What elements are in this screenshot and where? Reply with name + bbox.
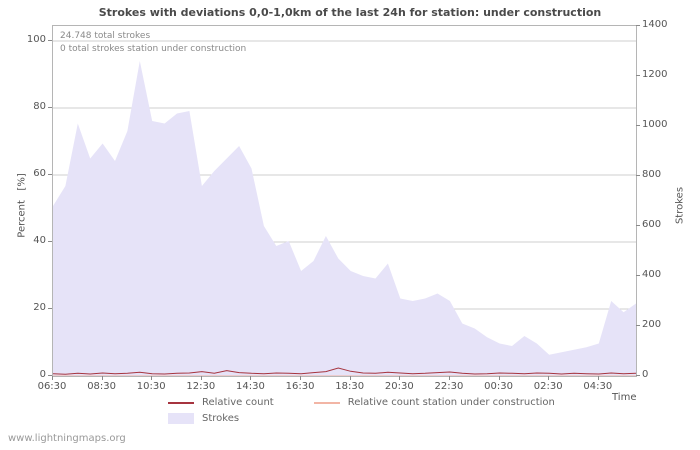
tick-label: 16:30 (285, 381, 315, 392)
strokes-area-series (53, 61, 636, 376)
legend: Relative count Relative count station un… (168, 397, 595, 429)
tick-label: 04:30 (583, 381, 613, 392)
tick-mark (636, 275, 640, 276)
tick-mark (636, 225, 640, 226)
legend-row-lines: Relative count Relative count station un… (168, 397, 595, 408)
tick-mark (349, 376, 351, 380)
tick-mark (48, 375, 52, 376)
tick-label: 1000 (642, 119, 668, 130)
legend-label-strokes: Strokes (202, 413, 240, 424)
tick-mark (250, 376, 252, 380)
tick-label: 80 (33, 101, 46, 112)
tick-label: 10:30 (136, 381, 166, 392)
tick-label: 20 (33, 302, 46, 313)
tick-mark (636, 25, 640, 26)
tick-mark (48, 107, 52, 108)
y-axis-label-right: Strokes (674, 186, 686, 225)
legend-label-relative-count: Relative count (202, 397, 274, 408)
tick-mark (101, 376, 103, 380)
plot-area (52, 25, 637, 377)
legend-label-relative-station: Relative count station under constructio… (347, 397, 555, 408)
tick-mark (636, 125, 640, 126)
tick-mark (48, 308, 52, 309)
tick-label: 1400 (642, 19, 668, 30)
tick-mark (448, 376, 450, 380)
annotation-station-strokes: 0 total strokes station under constructi… (60, 44, 247, 54)
tick-mark (498, 376, 500, 380)
tick-mark (200, 376, 202, 380)
tick-label: 12:30 (186, 381, 216, 392)
tick-label: 40 (33, 235, 46, 246)
tick-mark (636, 375, 640, 376)
tick-mark (48, 174, 52, 175)
tick-label: 60 (33, 168, 46, 179)
legend-item-relative-station: Relative count station under constructio… (313, 397, 555, 408)
tick-label: 0 (39, 369, 46, 380)
tick-label: 00:30 (484, 381, 513, 392)
tick-mark (300, 376, 302, 380)
relative-count-line-series (53, 367, 636, 375)
tick-mark (597, 376, 599, 380)
relative-count-swatch (168, 401, 194, 404)
tick-label: 0 (642, 369, 649, 380)
tick-label: 200 (642, 319, 662, 330)
tick-label: 800 (642, 169, 662, 180)
tick-label: 06:30 (37, 381, 67, 392)
legend-item-relative-count: Relative count (168, 397, 274, 408)
tick-label: 20:30 (384, 381, 414, 392)
tick-mark (636, 75, 640, 76)
annotation-total-strokes: 24.748 total strokes (60, 31, 151, 41)
tick-mark (52, 376, 53, 380)
tick-mark (48, 40, 52, 41)
tick-label: 08:30 (87, 381, 117, 392)
tick-mark (399, 376, 401, 380)
legend-item-strokes: Strokes (168, 413, 239, 424)
relative-station-swatch (313, 401, 340, 404)
chart-title: Strokes with deviations 0,0-1,0km of the… (98, 6, 602, 19)
tick-mark (151, 376, 153, 380)
tick-label: 1200 (642, 69, 668, 80)
site-url: www.lightningmaps.org (8, 433, 126, 444)
tick-label: 02:30 (533, 381, 563, 392)
tick-mark (636, 175, 640, 176)
tick-label: 600 (642, 219, 662, 230)
tick-mark (636, 325, 640, 326)
strokes-swatch (168, 413, 194, 424)
tick-label: 100 (26, 34, 46, 45)
tick-mark (48, 241, 52, 242)
tick-label: 400 (642, 269, 662, 280)
chart-svg (53, 40, 636, 376)
x-axis-label: Time (612, 392, 637, 403)
tick-mark (548, 376, 550, 380)
legend-row-strokes: Strokes (168, 413, 595, 424)
tick-label: 18:30 (335, 381, 365, 392)
tick-label: 14:30 (236, 381, 265, 392)
tick-label: 22:30 (434, 381, 464, 392)
